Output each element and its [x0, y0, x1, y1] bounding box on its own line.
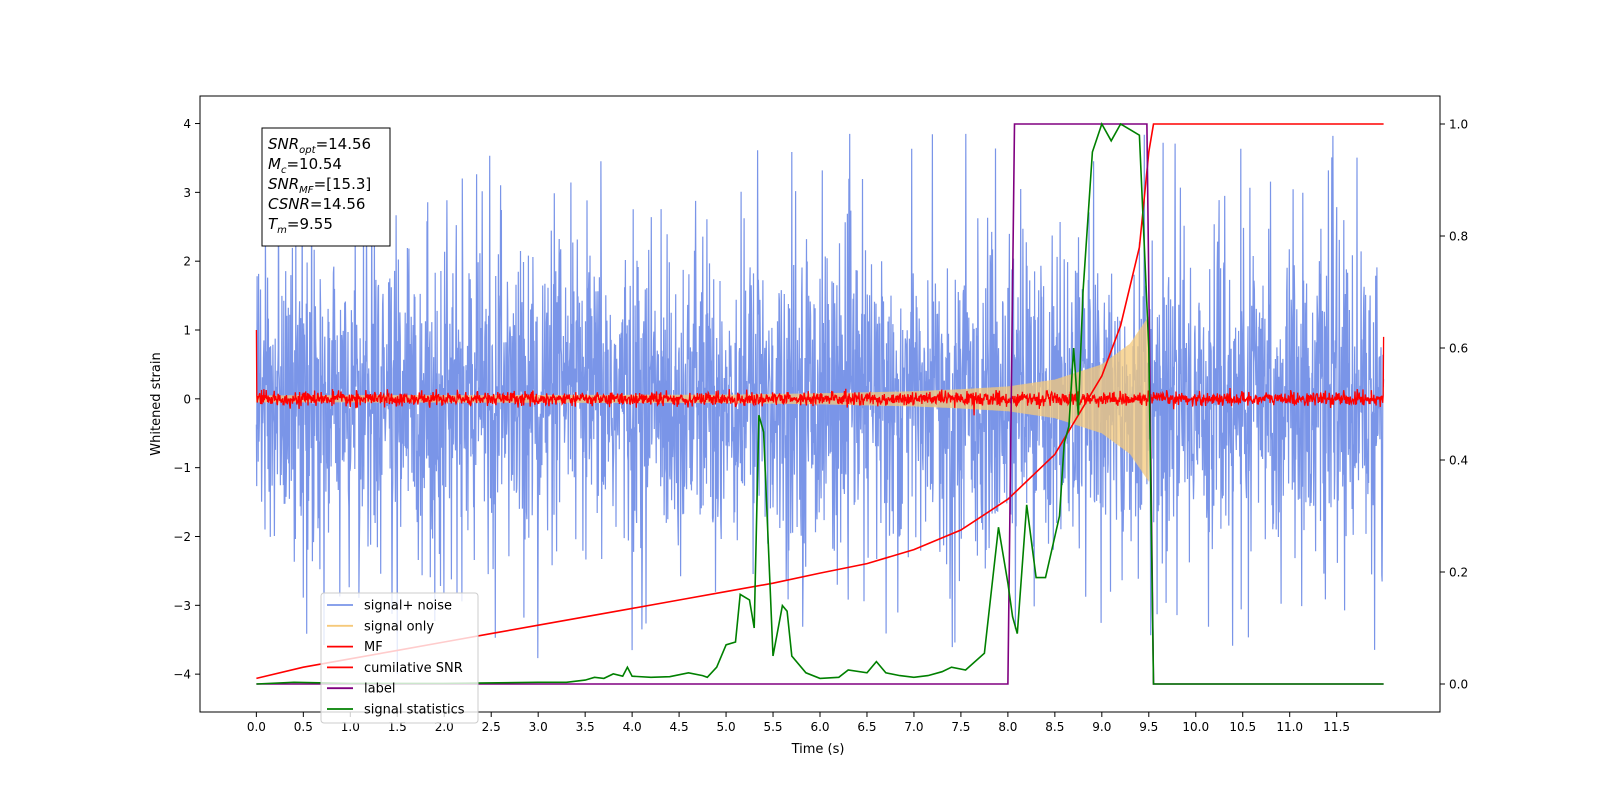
x-tick-label: 10.0 [1182, 720, 1209, 734]
series-signal-only [255, 316, 1150, 482]
annotation-line: CSNR=14.56 [268, 195, 365, 213]
legend-label: label [364, 682, 395, 697]
y-tick-label: 0 [183, 392, 191, 406]
x-tick-label: 3.5 [576, 720, 595, 734]
x-tick-label: 11.0 [1276, 720, 1303, 734]
x-tick-label: 3.0 [529, 720, 548, 734]
y-tick-label: −1 [173, 461, 191, 475]
y-tick-label: −3 [173, 599, 191, 613]
annotation-box: SNRopt=14.56Mc=10.54SNRMF=[15.3]CSNR=14.… [261, 127, 391, 247]
legend-frame [320, 592, 479, 724]
x-tick-label: 8.5 [1045, 720, 1064, 734]
x-tick-label: 4.0 [623, 720, 642, 734]
annotation-frame [261, 127, 391, 247]
y2-tick-label: 0.4 [1449, 454, 1468, 468]
y-axis-left: −4 −3 −2 −1 0 1 2 3 4 [173, 117, 200, 682]
y-tick-label: −4 [173, 668, 191, 682]
x-tick-label: 6.0 [810, 720, 829, 734]
x-tick-label: 9.0 [1092, 720, 1111, 734]
legend-label: MF [364, 640, 383, 655]
x-tick-label: 9.5 [1139, 720, 1158, 734]
legend: signal+ noise signal only MF cumilative SNR… [320, 592, 479, 724]
series-mf [255, 329, 1385, 416]
x-tick-label: 4.5 [670, 720, 689, 734]
annotation-line: Mc=10.54 [268, 155, 342, 176]
y-tick-label: 1 [183, 324, 191, 338]
y2-tick-label: 0.0 [1449, 678, 1468, 692]
legend-label: cumilative SNR [364, 661, 463, 676]
x-tick-label: 0.5 [294, 720, 313, 734]
legend-label: signal+ noise [364, 599, 452, 614]
y-tick-label: 4 [183, 117, 191, 131]
annotation-line: SNRMF=[15.3] [268, 175, 371, 196]
x-tick-label: 11.5 [1323, 720, 1350, 734]
x-tick-label: 5.5 [763, 720, 782, 734]
legend-label: signal only [364, 619, 434, 634]
y-tick-label: 2 [183, 255, 191, 269]
x-tick-label: 5.0 [717, 720, 736, 734]
x-tick-label: 0.0 [247, 720, 266, 734]
y2-tick-label: 0.8 [1449, 230, 1468, 244]
x-axis-label: Time (s) [791, 742, 845, 757]
x-tick-label: 6.5 [857, 720, 876, 734]
annotation-line: SNRopt=14.56 [268, 135, 371, 156]
y-axis-right: 0.0 0.2 0.4 0.6 0.8 1.0 [1440, 118, 1468, 692]
x-tick-label: 7.5 [951, 720, 970, 734]
series-signal-statistics [256, 122, 1384, 685]
y2-tick-label: 0.6 [1449, 342, 1468, 356]
x-axis: 0.0 0.5 1.0 1.5 2.0 2.5 3.0 3.5 4.0 4.5 5.0 5.5 6.0 6… [247, 712, 1350, 734]
x-tick-label: 8.0 [998, 720, 1017, 734]
y-tick-label: 3 [183, 186, 191, 200]
y-axis-label: Whitened strain [149, 352, 164, 455]
series-signal-noise [255, 133, 1385, 675]
y-tick-label: −2 [173, 530, 191, 544]
x-tick-label: 10.5 [1229, 720, 1256, 734]
x-tick-label: 2.5 [482, 720, 501, 734]
annotation-line: Tm=9.55 [268, 215, 333, 236]
legend-label: signal statistics [364, 703, 465, 718]
y2-tick-label: 0.2 [1449, 566, 1468, 580]
y2-tick-label: 1.0 [1449, 118, 1468, 132]
x-tick-label: 7.0 [904, 720, 923, 734]
